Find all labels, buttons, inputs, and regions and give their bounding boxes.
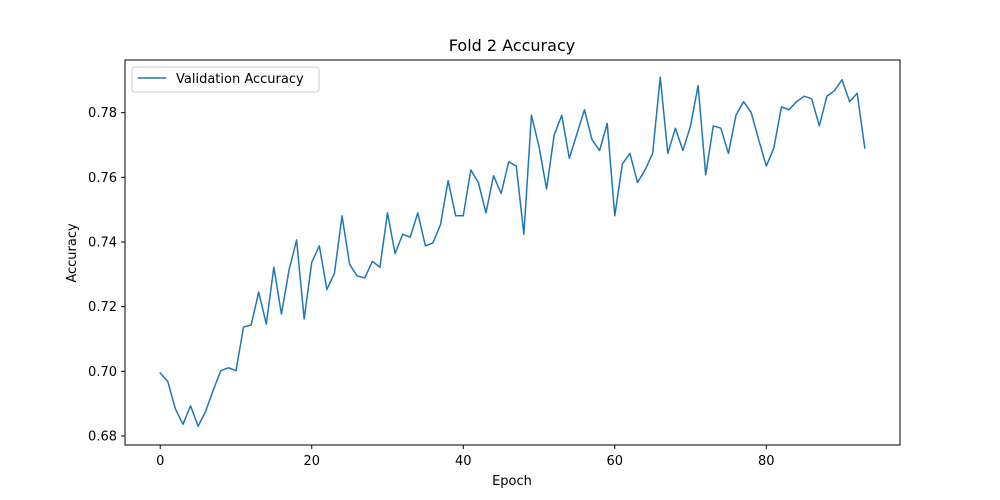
y-tick-label: 0.74 bbox=[88, 235, 117, 250]
x-axis-label: Epoch bbox=[492, 474, 532, 489]
y-axis-label: Accuracy bbox=[65, 223, 80, 283]
series-line-validation-accuracy bbox=[159, 76, 866, 427]
chart-title: Fold 2 Accuracy bbox=[449, 36, 575, 55]
x-tick-label: 40 bbox=[455, 454, 472, 469]
x-tick-label: 0 bbox=[156, 454, 164, 469]
y-tick-label: 0.78 bbox=[88, 106, 117, 121]
legend-entry-label: Validation Accuracy bbox=[176, 72, 304, 87]
y-tick-label: 0.76 bbox=[88, 171, 117, 186]
y-tick-label: 0.70 bbox=[88, 365, 117, 380]
x-tick-label: 20 bbox=[303, 454, 320, 469]
plot-area bbox=[159, 76, 866, 427]
x-tick-label: 60 bbox=[606, 454, 623, 469]
legend-box bbox=[131, 66, 320, 93]
legend: Validation Accuracy bbox=[131, 66, 320, 93]
plot-frame bbox=[124, 59, 901, 446]
y-axis-ticks: 0.68 0.70 0.72 0.74 0.76 0.78 bbox=[88, 106, 125, 444]
x-axis-ticks: 0 20 40 60 80 bbox=[156, 445, 775, 469]
x-tick-label: 80 bbox=[758, 454, 775, 469]
y-tick-label: 0.68 bbox=[88, 429, 117, 444]
y-tick-label: 0.72 bbox=[88, 300, 117, 315]
